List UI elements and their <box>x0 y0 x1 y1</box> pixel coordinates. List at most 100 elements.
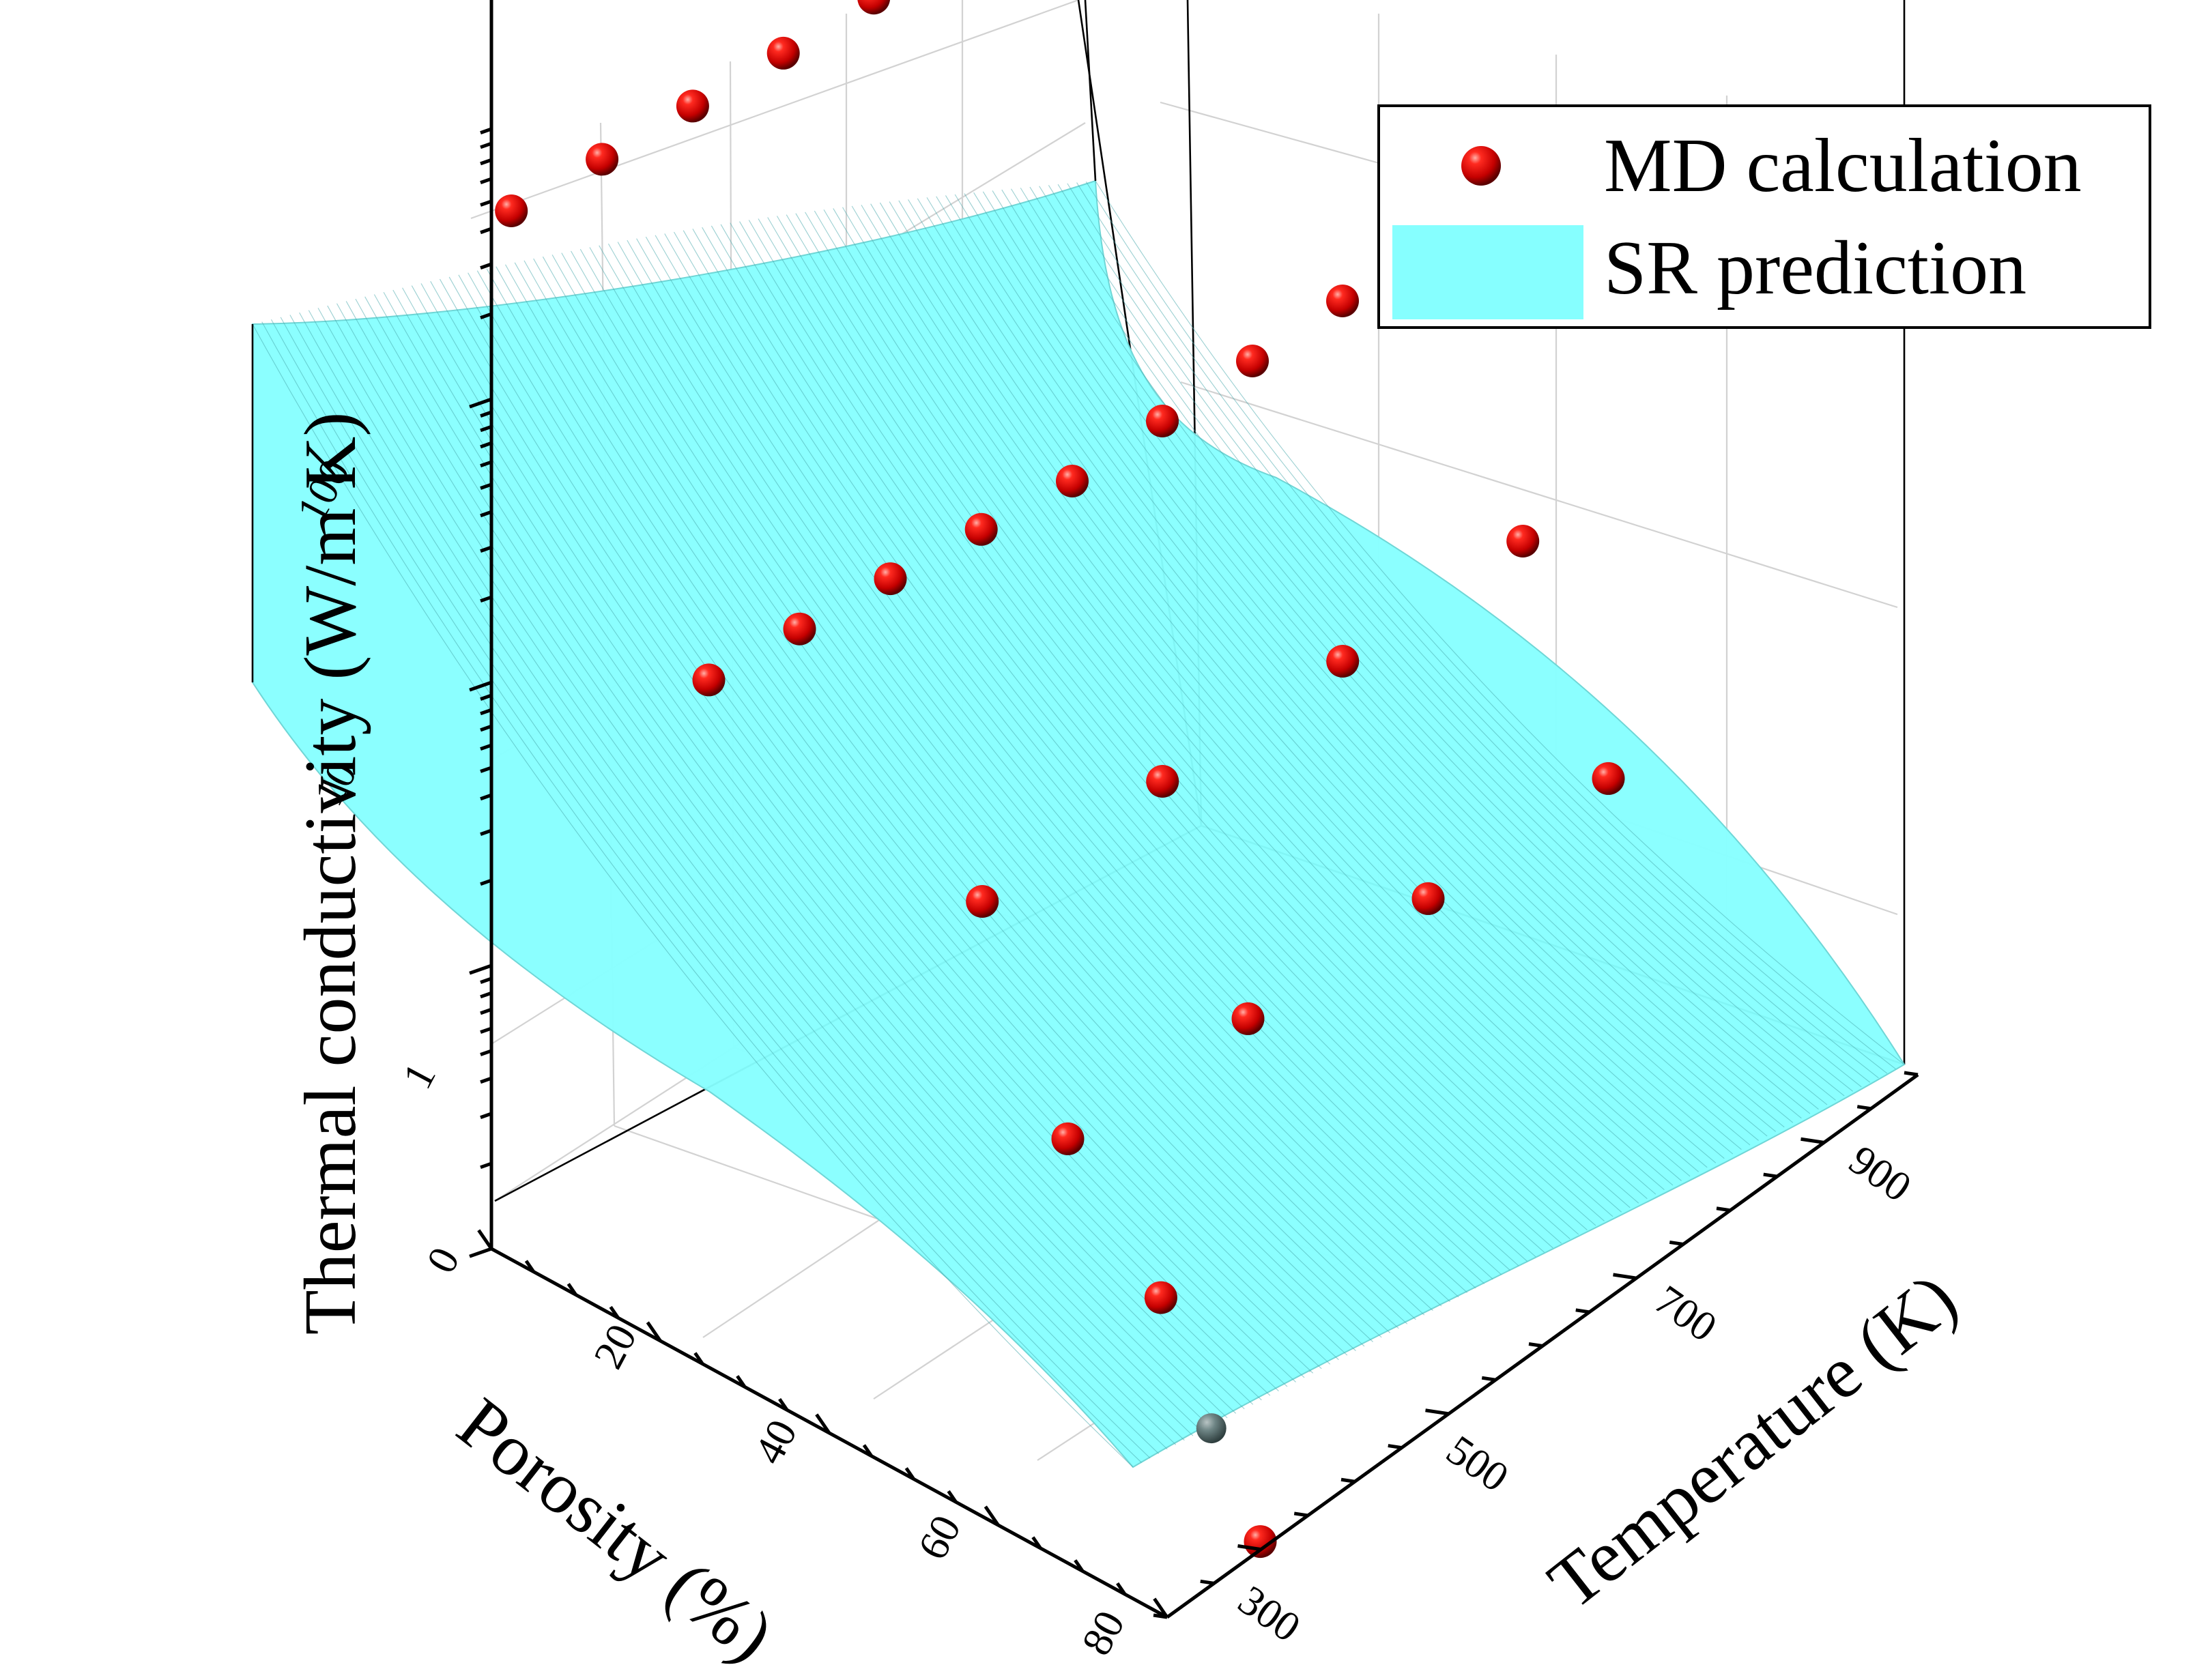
mesh-line <box>964 193 1785 1128</box>
axis-tick <box>469 964 492 975</box>
md-data-point <box>586 143 619 176</box>
mesh-line <box>917 198 1742 1150</box>
mesh-line <box>805 212 1639 1204</box>
axis-tick <box>480 424 492 433</box>
md-data-point <box>1231 1002 1265 1035</box>
temperature-tick-900: 900 <box>1841 1137 1919 1211</box>
axis-tick <box>566 1283 577 1296</box>
mesh-line <box>317 308 1194 1436</box>
md-data-point <box>964 512 998 546</box>
mesh-line <box>299 312 1177 1445</box>
md-calculation-points <box>495 0 1625 1559</box>
mesh-line <box>795 213 1631 1208</box>
mesh-line <box>711 225 1553 1249</box>
mesh-line <box>936 196 1759 1141</box>
mesh-line <box>645 236 1493 1280</box>
axis-tick <box>736 1375 747 1388</box>
mesh-line <box>458 274 1322 1370</box>
mesh-line <box>448 276 1314 1374</box>
mesh-line <box>599 245 1450 1302</box>
mesh-line <box>430 280 1296 1382</box>
mesh-line <box>1057 184 1871 1083</box>
mesh-line <box>786 214 1622 1213</box>
md-data-point <box>692 663 726 697</box>
mesh-line <box>664 233 1510 1271</box>
axis-tick <box>1200 1579 1215 1585</box>
axis-tick <box>480 976 492 984</box>
mesh-line <box>533 258 1391 1333</box>
axis-tick <box>480 724 492 732</box>
mesh-line <box>289 315 1168 1450</box>
mesh-line <box>505 264 1365 1347</box>
axis-tick <box>693 1352 704 1365</box>
axis-tick <box>480 410 492 418</box>
md-data-point <box>1051 1122 1085 1155</box>
md-data-point <box>1506 525 1540 557</box>
axis-tick <box>480 991 492 999</box>
axis-tick <box>984 1505 1000 1526</box>
md-data-point <box>495 194 528 227</box>
md-data-point <box>1144 1281 1177 1314</box>
axis-tick <box>778 1397 789 1411</box>
axes <box>469 0 1919 1619</box>
mesh-line <box>954 194 1777 1132</box>
porosity-tick-20: 20 <box>585 1317 646 1376</box>
axis-tick <box>480 878 492 886</box>
axis-tick <box>1293 1511 1308 1518</box>
axis-tick <box>1716 1206 1731 1213</box>
mesh-line <box>1085 181 1896 1069</box>
axis-tick <box>480 1076 492 1084</box>
md-data-point <box>676 89 709 123</box>
axis-tick <box>469 397 492 409</box>
md-data-point <box>1146 765 1179 798</box>
axis-tick <box>480 460 492 468</box>
axis-tick <box>480 262 492 270</box>
mesh-line <box>636 238 1485 1284</box>
mesh-line <box>814 210 1648 1200</box>
mesh-line <box>1011 188 1828 1105</box>
mesh-line <box>589 247 1442 1307</box>
axis-tick <box>480 595 492 603</box>
axis-tick <box>480 743 492 751</box>
axis-tick <box>1425 1408 1449 1416</box>
mesh-line <box>851 205 1682 1181</box>
mesh-line <box>1048 185 1862 1088</box>
mesh-line <box>1067 183 1879 1079</box>
mesh-line <box>776 216 1613 1217</box>
axis-tick <box>480 158 492 166</box>
mesh-line <box>692 229 1536 1258</box>
mesh-line <box>730 222 1570 1240</box>
mesh-line <box>420 283 1288 1387</box>
mesh-line <box>392 289 1262 1401</box>
mesh-line <box>607 243 1459 1298</box>
mesh-line <box>748 220 1588 1230</box>
mesh-line <box>674 231 1519 1266</box>
axis-tick <box>1340 1477 1355 1483</box>
mesh-line <box>280 317 1160 1454</box>
md-data-point <box>783 612 816 646</box>
mesh-line <box>1076 182 1888 1074</box>
porosity-tick-60: 60 <box>909 1508 970 1567</box>
mesh-line <box>823 209 1656 1195</box>
mesh-line <box>739 221 1579 1235</box>
mesh-line <box>542 256 1399 1329</box>
axis-tick <box>1763 1172 1778 1178</box>
mesh-line <box>627 240 1476 1289</box>
mesh-line <box>992 190 1811 1114</box>
axis-tick <box>1481 1376 1496 1382</box>
mesh-line <box>476 270 1339 1361</box>
axis-tick <box>480 708 492 716</box>
md-data-point <box>766 36 800 70</box>
axis-tick <box>609 1305 620 1319</box>
temperature-axis-title: Temperature (K) <box>1534 1258 1971 1625</box>
mesh-line <box>758 218 1596 1226</box>
mesh-line <box>889 201 1717 1163</box>
axis-tick <box>480 482 492 490</box>
mesh-line <box>861 205 1691 1177</box>
md-data-point <box>1146 405 1179 437</box>
z-axis-title: Thermal conductivity (W/m K) <box>290 412 371 1335</box>
mesh-line <box>767 217 1605 1221</box>
axis-tick <box>480 545 492 553</box>
mesh-line <box>252 323 1134 1468</box>
legend-sr-swatch <box>1392 225 1583 319</box>
